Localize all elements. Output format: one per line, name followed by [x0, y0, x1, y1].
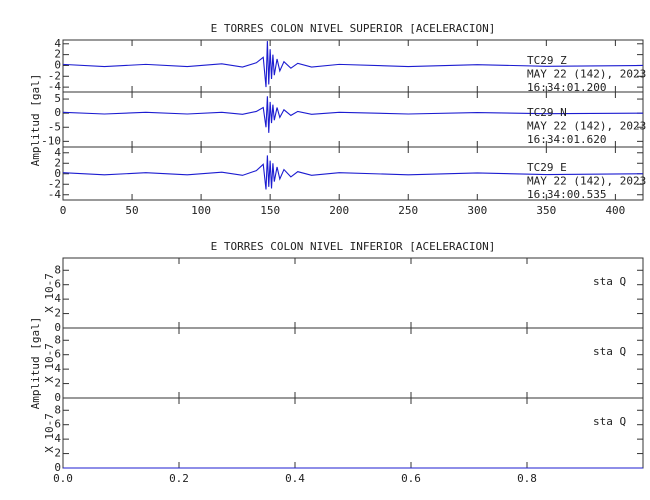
annotation: MAY 22 (142), 2023 — [527, 68, 646, 81]
y-tick-label: 4 — [54, 432, 61, 445]
y-tick-label: 0 — [54, 391, 61, 404]
y-axis-label: Amplitud [gal] — [29, 74, 42, 167]
x-tick-label: 50 — [125, 204, 138, 217]
y-tick-label: 2 — [54, 377, 61, 390]
panel-frame — [62, 327, 644, 399]
scale-label: X 10-7 — [43, 273, 56, 313]
x-tick-label: 350 — [536, 204, 556, 217]
y-tick-label: 0 — [54, 167, 61, 180]
y-tick-label: -2 — [48, 177, 61, 190]
y-axis-label: Amplitud [gal] — [29, 317, 42, 410]
x-tick-label: 0.6 — [401, 472, 421, 485]
y-tick-label: -10 — [41, 134, 61, 147]
chart-title: E TORRES COLON NIVEL SUPERIOR [ACELERACI… — [211, 22, 496, 35]
y-tick-label: 0 — [54, 461, 61, 474]
annotation: 16:34:00.535 — [527, 188, 606, 201]
x-tick-label: 150 — [260, 204, 280, 217]
scale-label: X 10-7 — [43, 343, 56, 383]
y-tick-label: 8 — [54, 263, 61, 276]
x-tick-label: 300 — [467, 204, 487, 217]
annotation: TC29 N — [527, 106, 567, 119]
annotation: MAY 22 (142), 2023 — [527, 120, 646, 133]
y-tick-label: 2 — [54, 447, 61, 460]
annotation: TC29 E — [527, 161, 567, 174]
trace — [62, 41, 644, 88]
y-tick-label: -2 — [48, 69, 61, 82]
y-tick-label: 2 — [54, 48, 61, 61]
y-tick-label: 4 — [54, 37, 61, 50]
y-tick-label: 0 — [54, 58, 61, 71]
y-tick-label: 4 — [54, 146, 61, 159]
x-tick-label: 200 — [329, 204, 349, 217]
annotation: 16:34:01.200 — [527, 81, 606, 94]
y-tick-label: 8 — [54, 333, 61, 346]
y-tick-label: 6 — [54, 418, 61, 431]
x-tick-label: 0 — [60, 204, 67, 217]
y-tick-label: 6 — [54, 348, 61, 361]
y-tick-label: 2 — [54, 307, 61, 320]
y-tick-label: -5 — [48, 120, 61, 133]
x-tick-label: 400 — [605, 204, 625, 217]
panel-frame — [62, 257, 644, 329]
annotation: sta Q — [593, 345, 626, 358]
x-tick-label: 100 — [191, 204, 211, 217]
y-tick-label: 0 — [54, 321, 61, 334]
y-tick-label: 2 — [54, 156, 61, 169]
scale-label: X 10-7 — [43, 413, 56, 453]
y-tick-label: 0 — [54, 106, 61, 119]
chart-title: E TORRES COLON NIVEL INFERIOR [ACELERACI… — [211, 240, 496, 253]
y-tick-label: 4 — [54, 292, 61, 305]
y-tick-label: -4 — [48, 80, 62, 93]
x-tick-label: 0.8 — [517, 472, 537, 485]
x-tick-label: 0.2 — [169, 472, 189, 485]
annotation: sta Q — [593, 275, 626, 288]
trace — [62, 96, 644, 133]
panel-frame — [62, 397, 644, 469]
annotation: 16:34:01.620 — [527, 133, 606, 146]
y-tick-label: -4 — [48, 188, 62, 201]
x-tick-label: 250 — [398, 204, 418, 217]
annotation: sta Q — [593, 415, 626, 428]
x-tick-label: 0.0 — [53, 472, 73, 485]
annotation: MAY 22 (142), 2023 — [527, 175, 646, 188]
y-tick-label: 5 — [54, 92, 61, 105]
y-tick-label: 8 — [54, 403, 61, 416]
y-tick-label: 6 — [54, 278, 61, 291]
y-tick-label: 4 — [54, 362, 61, 375]
x-tick-label: 0.4 — [285, 472, 305, 485]
trace — [62, 155, 644, 190]
annotation: TC29 Z — [527, 54, 567, 67]
